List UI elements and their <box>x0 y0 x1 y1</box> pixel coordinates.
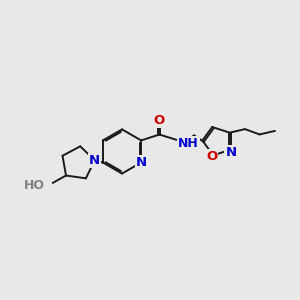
Text: N: N <box>226 146 237 159</box>
Text: NH: NH <box>178 137 199 150</box>
Text: N: N <box>89 154 100 167</box>
Text: O: O <box>206 150 217 163</box>
Text: N: N <box>136 156 147 169</box>
Text: HO: HO <box>23 179 44 192</box>
Text: O: O <box>154 114 165 127</box>
